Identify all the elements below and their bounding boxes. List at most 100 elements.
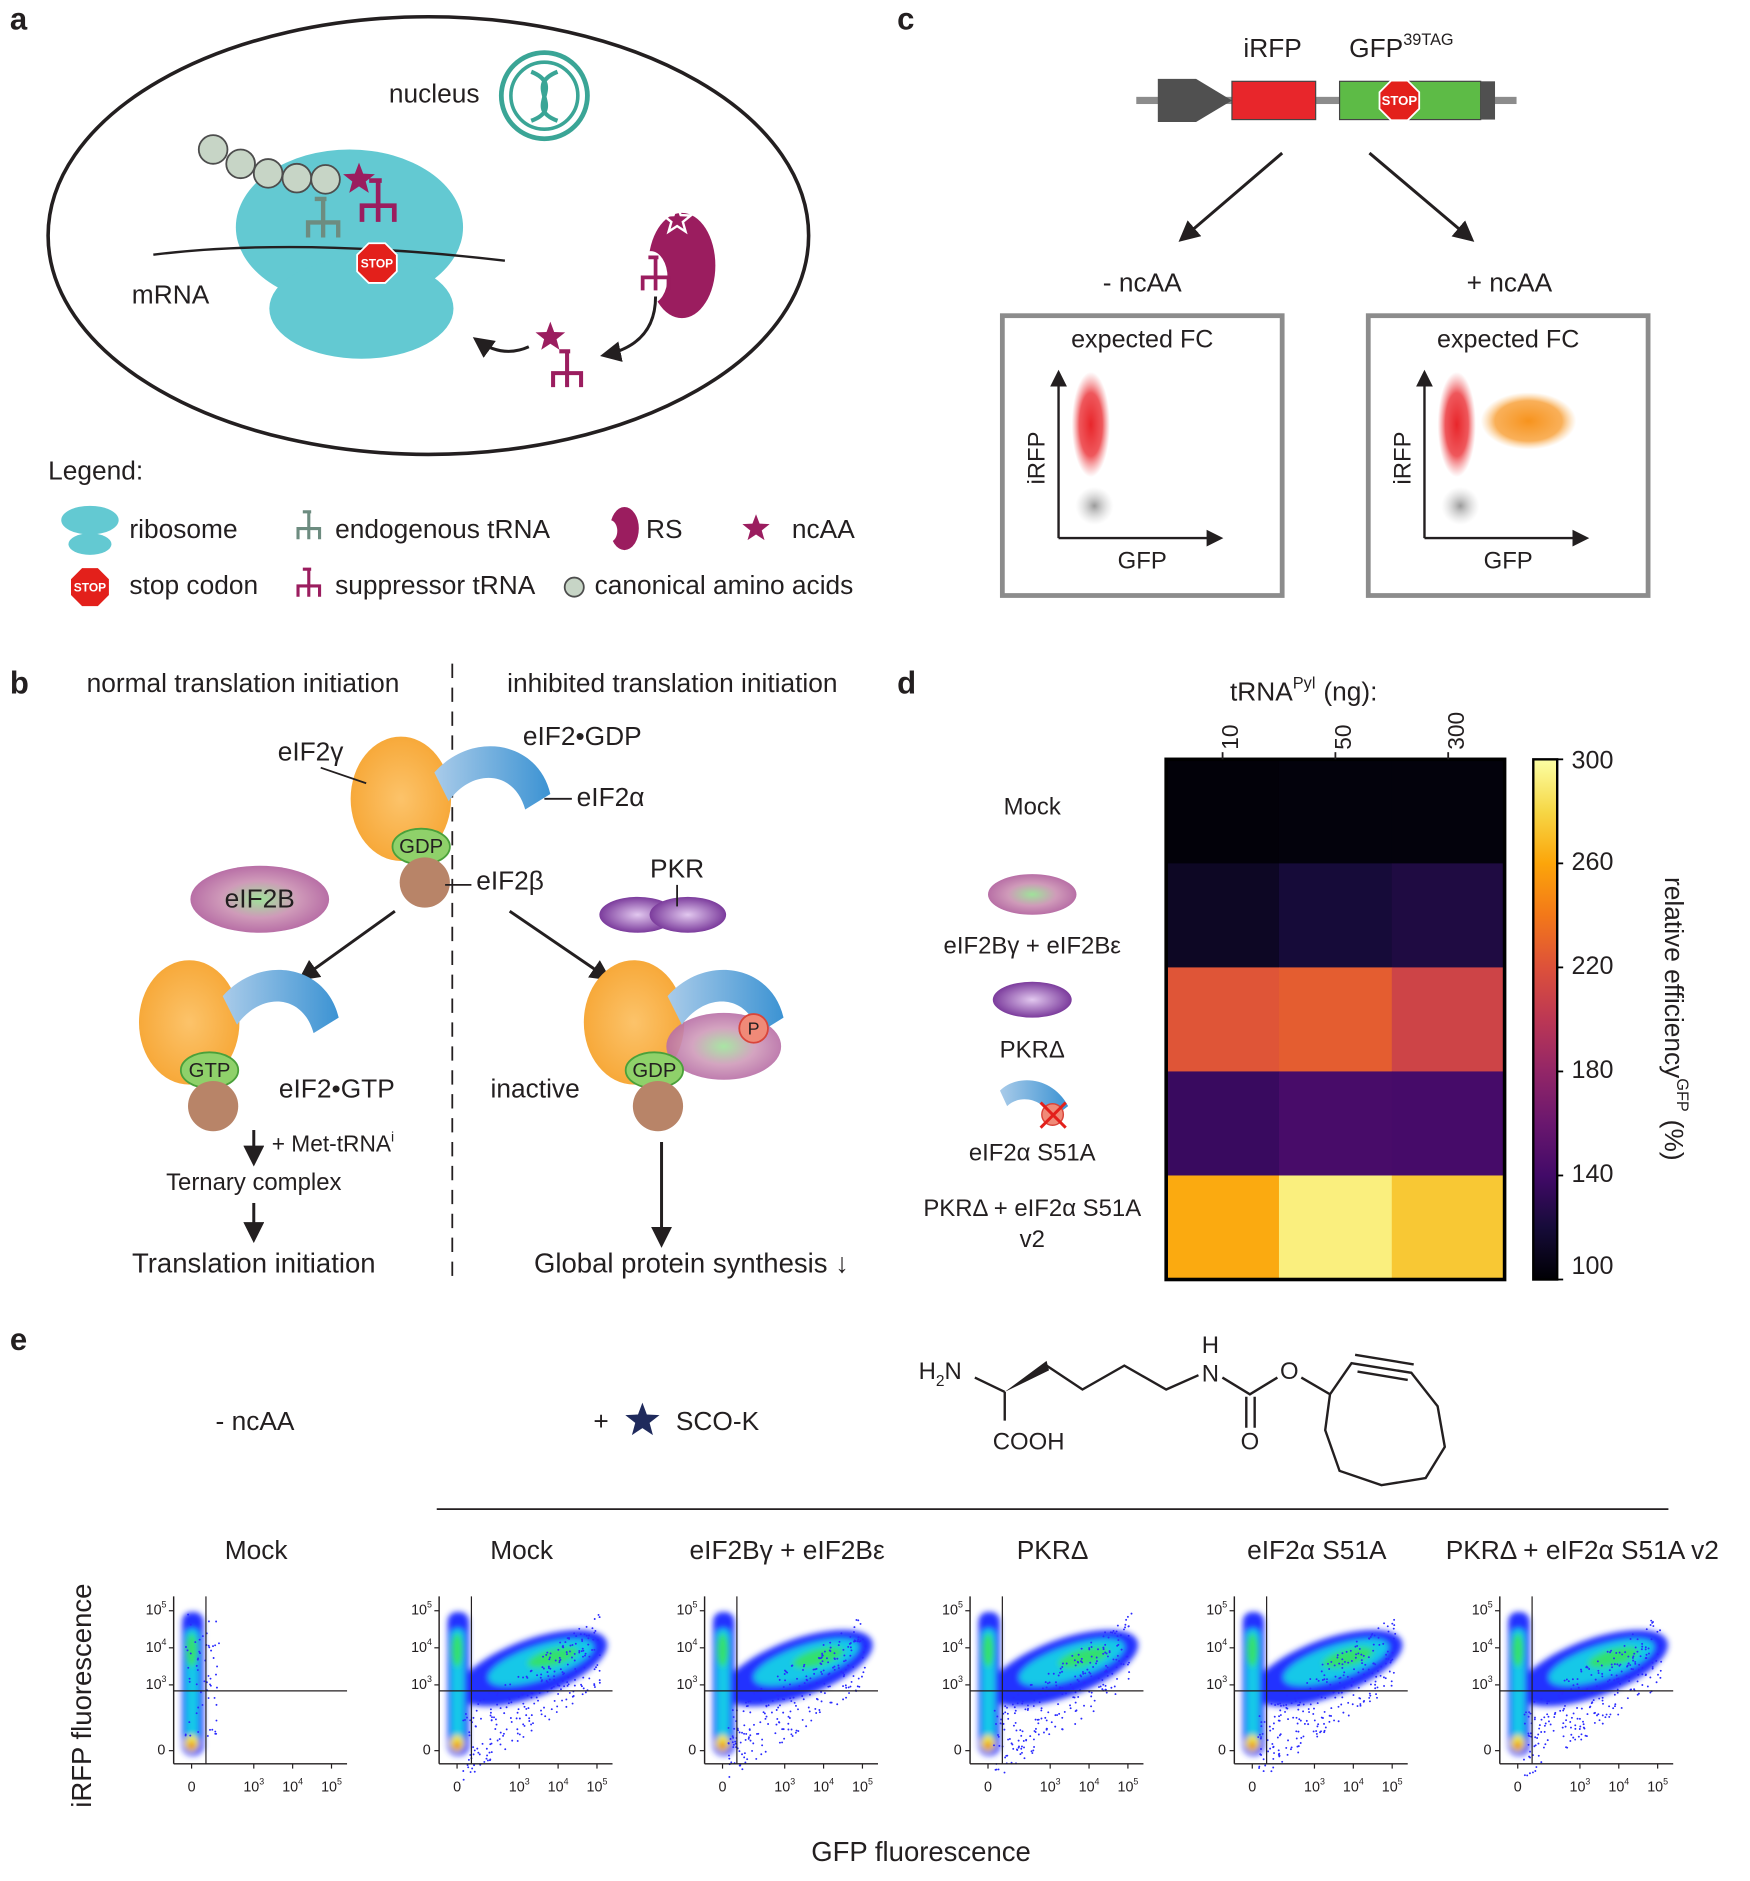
- event: [1074, 1701, 1077, 1704]
- event: [471, 1767, 474, 1770]
- event: [1313, 1719, 1316, 1722]
- text-part: 3: [958, 1674, 963, 1684]
- event: [1272, 1757, 1275, 1760]
- fc-box: [999, 313, 1285, 598]
- event: [1596, 1714, 1598, 1717]
- event: [1015, 1729, 1018, 1732]
- event: [1651, 1661, 1654, 1664]
- event: [566, 1653, 568, 1656]
- event: [1111, 1672, 1114, 1675]
- event: [489, 1714, 492, 1717]
- event: [1355, 1653, 1358, 1656]
- heatmap-cell: [1278, 759, 1393, 864]
- event: [1104, 1688, 1107, 1691]
- event: [528, 1717, 531, 1720]
- event: [1102, 1683, 1105, 1686]
- event: [1638, 1663, 1641, 1666]
- event: [522, 1676, 525, 1679]
- event: [1276, 1736, 1279, 1739]
- nucleus-label: nucleus: [389, 79, 480, 109]
- event: [549, 1652, 552, 1655]
- event: [499, 1731, 502, 1734]
- event: [844, 1659, 847, 1662]
- y-tick-label: 0: [1483, 1742, 1491, 1758]
- event: [496, 1694, 499, 1697]
- event: [808, 1693, 811, 1696]
- event: [1101, 1679, 1104, 1681]
- event: [1034, 1727, 1037, 1730]
- event: [1601, 1722, 1604, 1725]
- event: [733, 1727, 736, 1730]
- event: [1017, 1693, 1020, 1696]
- event: [1547, 1715, 1550, 1718]
- event: [521, 1693, 524, 1696]
- event: [1593, 1721, 1596, 1724]
- event: [1328, 1714, 1331, 1717]
- event: [1033, 1730, 1036, 1733]
- colorbar-tick-label: 100: [1572, 1252, 1614, 1280]
- event: [1535, 1766, 1538, 1768]
- star-icon: [535, 321, 566, 350]
- event: [529, 1670, 532, 1673]
- event: [1523, 1758, 1525, 1761]
- event: [1114, 1632, 1116, 1635]
- event: [466, 1716, 468, 1719]
- event: [1620, 1707, 1623, 1709]
- event: [481, 1742, 484, 1745]
- event: [1125, 1655, 1128, 1658]
- event: [1080, 1717, 1083, 1720]
- event: [810, 1719, 813, 1722]
- event: [1008, 1737, 1011, 1740]
- event: [790, 1728, 793, 1731]
- event: [801, 1695, 804, 1697]
- event: [1047, 1672, 1050, 1675]
- event: [1576, 1683, 1579, 1686]
- event: [789, 1683, 791, 1686]
- event: [213, 1696, 216, 1699]
- event: [1630, 1668, 1633, 1670]
- event: [198, 1638, 201, 1641]
- event: [1128, 1661, 1130, 1664]
- event: [842, 1685, 845, 1688]
- event: [464, 1718, 466, 1721]
- text-part: 10: [942, 1677, 958, 1693]
- event: [516, 1728, 519, 1731]
- event: [1309, 1703, 1312, 1706]
- event: [212, 1657, 215, 1659]
- event: [1021, 1745, 1023, 1748]
- trna-icon: [296, 567, 322, 597]
- cloud: [1322, 1646, 1374, 1668]
- event: [1610, 1674, 1613, 1676]
- event: [749, 1711, 752, 1714]
- event: [776, 1675, 779, 1678]
- x-tick-label: 104: [1079, 1777, 1100, 1795]
- event: [1309, 1678, 1312, 1680]
- event: [1302, 1735, 1305, 1738]
- event: [771, 1699, 774, 1702]
- event: [462, 1770, 465, 1772]
- event: [1373, 1634, 1376, 1637]
- event: [1106, 1674, 1109, 1677]
- event: [553, 1678, 556, 1681]
- event: [760, 1687, 763, 1690]
- text-part: 4: [692, 1637, 697, 1647]
- event: [1647, 1652, 1650, 1655]
- event: [1057, 1674, 1060, 1677]
- text-part: 4: [1095, 1777, 1100, 1787]
- event: [188, 1721, 191, 1724]
- event: [784, 1679, 787, 1682]
- event: [1012, 1747, 1015, 1750]
- event: [764, 1750, 767, 1753]
- event: [1280, 1704, 1282, 1707]
- stop-label: STOP: [361, 256, 393, 270]
- legend-icon: [563, 576, 585, 598]
- event: [528, 1720, 531, 1722]
- event: [571, 1702, 574, 1705]
- text-part: 3: [1320, 1777, 1325, 1787]
- event: [584, 1654, 586, 1657]
- heatmap-cell: [1391, 863, 1506, 969]
- event: [1570, 1688, 1573, 1691]
- event: [1540, 1761, 1543, 1764]
- event: [203, 1680, 206, 1683]
